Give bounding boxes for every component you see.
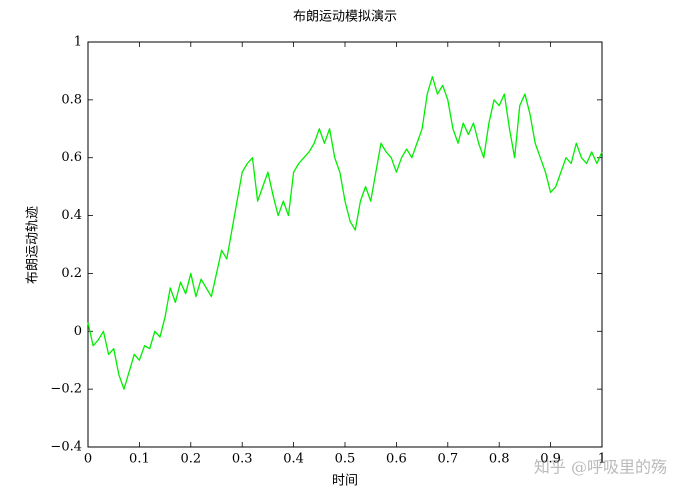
x-tick-label: 0.9 [540, 452, 561, 467]
x-tick-label: 0.4 [283, 452, 304, 467]
plot-frame [87, 41, 603, 448]
x-tick-label: 0.1 [129, 452, 150, 467]
x-tick-label: 1 [598, 452, 606, 467]
watermark: 知乎 @呼吸里的殇 [534, 458, 667, 477]
y-tick-label: 0.4 [61, 208, 82, 223]
y-tick-label: 0.2 [61, 266, 82, 281]
x-tick-label: 0.7 [437, 452, 458, 467]
x-tick-label: 0.6 [386, 452, 407, 467]
line-series [87, 76, 603, 390]
y-tick-label: 1 [74, 35, 82, 50]
x-tick-label: 0 [84, 452, 92, 467]
x-axis-label: 时间 [332, 474, 358, 489]
y-tick-label: 0.8 [61, 92, 82, 107]
y-tick-label: −0.4 [50, 440, 82, 455]
y-tick-label: −0.2 [50, 382, 82, 397]
x-tick-label: 0.8 [489, 452, 510, 467]
x-tick-label: 0.2 [180, 452, 201, 467]
chart-title: 布朗运动模拟演示 [293, 9, 397, 25]
x-tick-label: 0.5 [335, 452, 356, 467]
x-tick-label: 0.3 [232, 452, 253, 467]
y-axis-label: 布朗运动轨迹 [26, 206, 41, 284]
y-tick-label: 0.6 [61, 150, 82, 165]
y-tick-label: 0 [74, 324, 82, 339]
